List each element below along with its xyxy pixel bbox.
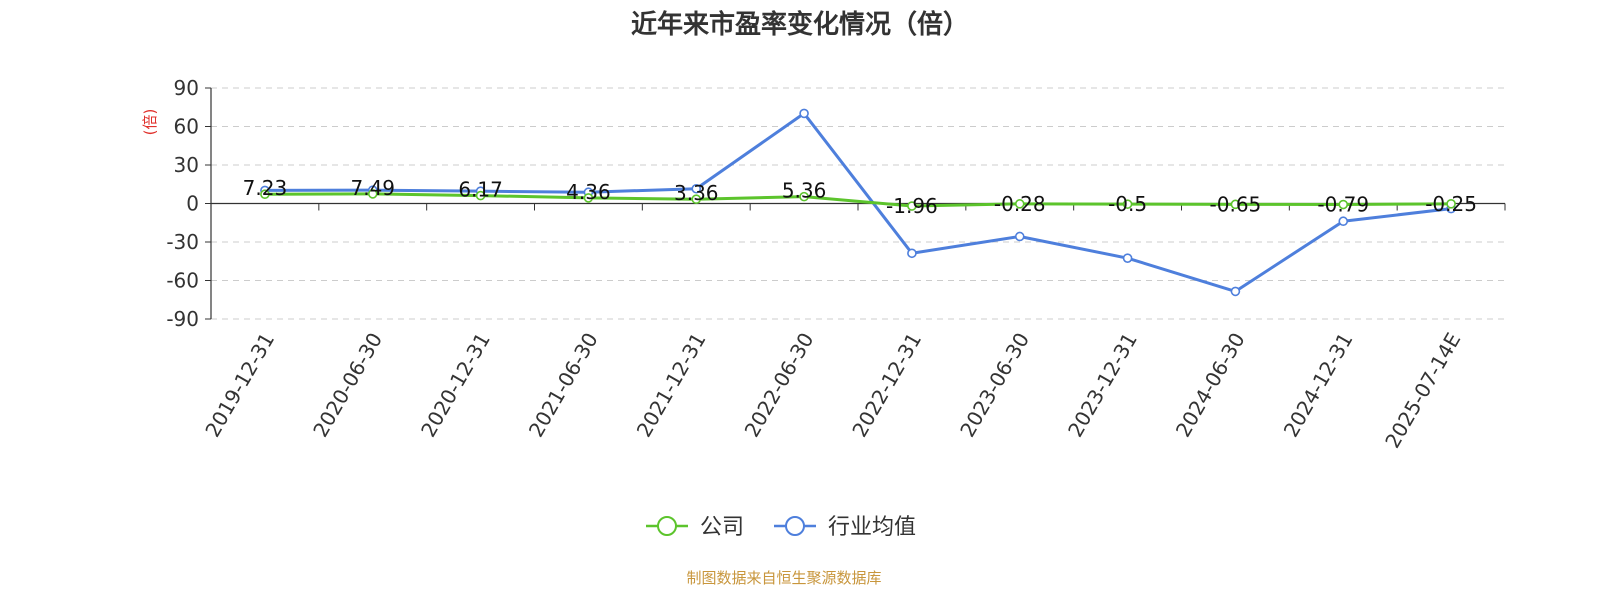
y-tick-label: 90 [174, 76, 199, 100]
x-tick-label: 2021-06-30 [524, 329, 603, 442]
y-tick-label: 60 [174, 115, 199, 139]
data-point-industry-average [1014, 231, 1025, 242]
x-tick-label: 2023-06-30 [955, 329, 1034, 442]
series-line-company [264, 192, 1452, 208]
x-tick-label: 2024-06-30 [1171, 329, 1250, 442]
data-point-company [260, 189, 270, 200]
grid-lines [211, 87, 1505, 320]
data-point-company [367, 189, 378, 199]
x-tick-label: 2022-06-30 [740, 329, 819, 442]
y-tick-labels: 90 60 30 0 -30 -60 -90 [166, 76, 199, 331]
series-lines [260, 108, 1456, 297]
data-labels: 7.23 7.49 6.17 4.36 3.36 5.36 -1.96 -0.28 -0.5 -0… [243, 176, 1477, 218]
data-point-company [907, 201, 917, 211]
data-label-company: 3.36 [674, 181, 719, 205]
data-point-industry-average [1230, 286, 1241, 297]
y-tick-label: -60 [166, 269, 199, 293]
legend-marker-company [657, 516, 677, 536]
data-point-company [799, 191, 809, 202]
y-tick-label: -30 [166, 230, 199, 254]
data-point-industry-average [1338, 216, 1349, 227]
chart-title: 近年来市盈率变化情况（倍） [631, 9, 969, 40]
data-label-company: 6.17 [458, 178, 503, 202]
legend-marker-industry-average [785, 516, 805, 536]
data-label-company: -1.96 [886, 194, 938, 218]
data-label-company: -0.25 [1425, 192, 1477, 216]
data-label-company: -0.28 [994, 192, 1046, 216]
legend: 公司 行业均值 [646, 515, 916, 540]
data-point-company [1338, 199, 1349, 210]
data-point-company [1230, 199, 1241, 210]
x-tick-label: 2022-12-31 [847, 329, 926, 442]
series-line-industry-average [264, 111, 1452, 293]
data-point-company [1122, 199, 1133, 209]
data-point-company [1014, 199, 1025, 209]
data-point-company [583, 193, 594, 203]
data-point-industry-average [691, 183, 702, 194]
x-tick-label: 2019-12-31 [200, 329, 279, 442]
data-label-company: 5.36 [782, 179, 827, 203]
y-tick-label: -90 [166, 307, 199, 331]
x-tick-label: 2024-12-31 [1279, 329, 1358, 442]
data-point-industry-average [1122, 253, 1133, 263]
x-tick-label: 2020-12-31 [416, 329, 495, 442]
data-point-industry-average [799, 108, 809, 119]
legend-label-company: 公司 [700, 515, 744, 540]
data-point-company [475, 190, 486, 201]
data-source-note: 制图数据来自恒生聚源数据库 [686, 569, 881, 587]
x-tick-label: 2020-06-30 [308, 329, 387, 442]
legend-item-company[interactable]: 公司 [646, 515, 744, 540]
x-tick-labels: 2019-12-31 2020-06-30 2020-12-31 2021-06-30… [200, 329, 1465, 453]
y-tick-label: 30 [174, 153, 199, 177]
data-label-company: 4.36 [566, 180, 611, 204]
x-tick-label: 2021-12-31 [632, 329, 711, 442]
y-tick-label: 0 [186, 192, 199, 216]
data-label-company: 7.23 [243, 176, 288, 200]
x-tick-label: 2025-07-14E [1380, 329, 1465, 453]
y-axis-label: (倍) [141, 109, 159, 136]
data-label-company: 7.49 [350, 176, 395, 200]
data-point-company [1446, 199, 1456, 209]
legend-label-industry-average: 行业均值 [828, 515, 916, 540]
x-tick-label: 2023-12-31 [1063, 329, 1142, 442]
data-label-company: -0.5 [1108, 192, 1147, 216]
data-label-company: -0.65 [1210, 192, 1262, 216]
data-point-industry-average [907, 248, 917, 259]
data-point-company [691, 194, 702, 204]
data-label-company: -0.79 [1317, 193, 1369, 217]
legend-item-industry-average[interactable]: 行业均值 [774, 515, 916, 540]
